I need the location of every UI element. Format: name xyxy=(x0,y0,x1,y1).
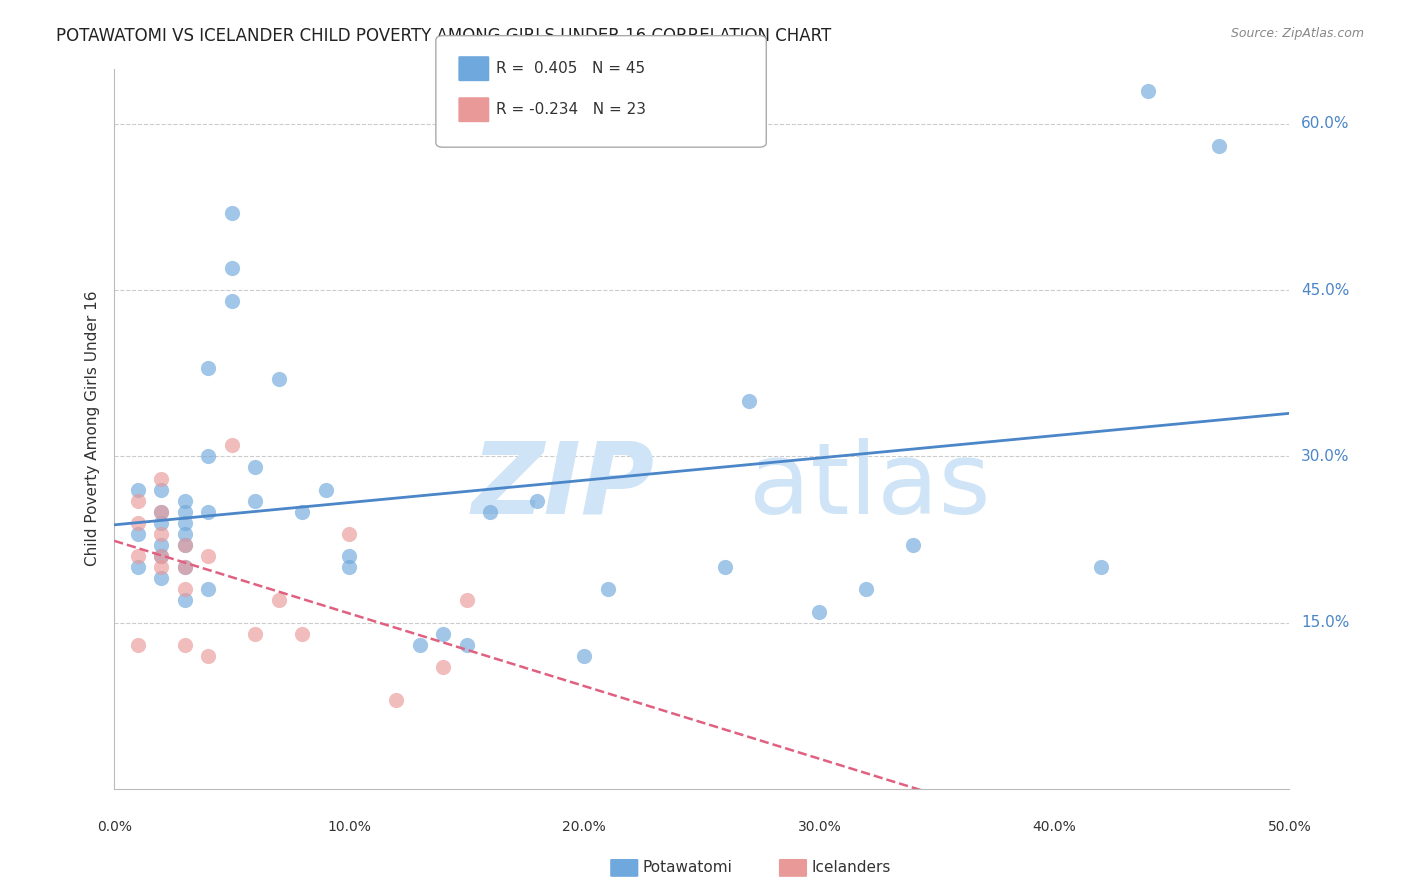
Text: POTAWATOMI VS ICELANDER CHILD POVERTY AMONG GIRLS UNDER 16 CORRELATION CHART: POTAWATOMI VS ICELANDER CHILD POVERTY AM… xyxy=(56,27,831,45)
Text: 30.0%: 30.0% xyxy=(1301,449,1350,464)
Point xyxy=(173,516,195,530)
Point xyxy=(245,626,267,640)
Point xyxy=(150,505,173,519)
Point xyxy=(150,527,173,541)
Point xyxy=(127,493,149,508)
Point xyxy=(267,372,290,386)
Point xyxy=(855,582,877,597)
Point xyxy=(291,626,314,640)
Point xyxy=(337,527,360,541)
Text: Potawatomi: Potawatomi xyxy=(643,861,733,875)
Point xyxy=(1137,84,1160,98)
Point xyxy=(150,549,173,563)
Text: 40.0%: 40.0% xyxy=(1032,820,1076,834)
Point xyxy=(315,483,337,497)
Point xyxy=(197,582,219,597)
Point xyxy=(150,549,173,563)
Point xyxy=(714,560,737,574)
Point xyxy=(173,538,195,552)
Point xyxy=(1090,560,1112,574)
Point xyxy=(245,493,267,508)
Point xyxy=(150,516,173,530)
Point xyxy=(197,549,219,563)
Text: 30.0%: 30.0% xyxy=(797,820,841,834)
Text: 50.0%: 50.0% xyxy=(1268,820,1312,834)
Point xyxy=(221,294,243,309)
Point xyxy=(808,605,831,619)
Point xyxy=(173,538,195,552)
Point xyxy=(526,493,548,508)
Text: 15.0%: 15.0% xyxy=(1301,615,1350,630)
Point xyxy=(173,527,195,541)
Point xyxy=(479,505,502,519)
Point xyxy=(221,438,243,452)
Point xyxy=(267,593,290,607)
Point xyxy=(903,538,925,552)
Point xyxy=(127,560,149,574)
Point xyxy=(173,582,195,597)
Point xyxy=(173,493,195,508)
Text: 60.0%: 60.0% xyxy=(1301,117,1350,131)
Point xyxy=(150,571,173,585)
Point xyxy=(221,205,243,219)
Point xyxy=(291,505,314,519)
Text: R = -0.234   N = 23: R = -0.234 N = 23 xyxy=(496,103,647,117)
Point xyxy=(173,560,195,574)
Point xyxy=(738,394,761,409)
Point xyxy=(409,638,432,652)
Text: 45.0%: 45.0% xyxy=(1301,283,1350,298)
Text: 0.0%: 0.0% xyxy=(97,820,132,834)
Text: atlas: atlas xyxy=(749,438,990,535)
Point xyxy=(456,593,478,607)
Point xyxy=(197,505,219,519)
Point xyxy=(150,505,173,519)
Point xyxy=(173,593,195,607)
Text: Icelanders: Icelanders xyxy=(811,861,890,875)
Point xyxy=(197,360,219,375)
Point xyxy=(385,693,408,707)
Point xyxy=(127,549,149,563)
Point xyxy=(337,560,360,574)
Point xyxy=(150,483,173,497)
Text: 10.0%: 10.0% xyxy=(328,820,371,834)
Point xyxy=(1208,139,1230,153)
Text: Source: ZipAtlas.com: Source: ZipAtlas.com xyxy=(1230,27,1364,40)
Point xyxy=(173,560,195,574)
Text: 20.0%: 20.0% xyxy=(562,820,606,834)
Y-axis label: Child Poverty Among Girls Under 16: Child Poverty Among Girls Under 16 xyxy=(86,291,100,566)
Point xyxy=(127,638,149,652)
Point xyxy=(150,560,173,574)
Point xyxy=(245,460,267,475)
Point xyxy=(197,450,219,464)
Point xyxy=(150,538,173,552)
Point xyxy=(197,648,219,663)
Point xyxy=(127,516,149,530)
Point xyxy=(173,638,195,652)
Point xyxy=(337,549,360,563)
Point xyxy=(127,483,149,497)
Point xyxy=(221,260,243,275)
Point xyxy=(574,648,596,663)
Point xyxy=(127,527,149,541)
Point xyxy=(456,638,478,652)
Point xyxy=(150,471,173,485)
Text: R =  0.405   N = 45: R = 0.405 N = 45 xyxy=(496,62,645,76)
Point xyxy=(173,505,195,519)
Point xyxy=(432,626,454,640)
Text: ZIP: ZIP xyxy=(472,438,655,535)
Point xyxy=(596,582,619,597)
Point xyxy=(432,660,454,674)
